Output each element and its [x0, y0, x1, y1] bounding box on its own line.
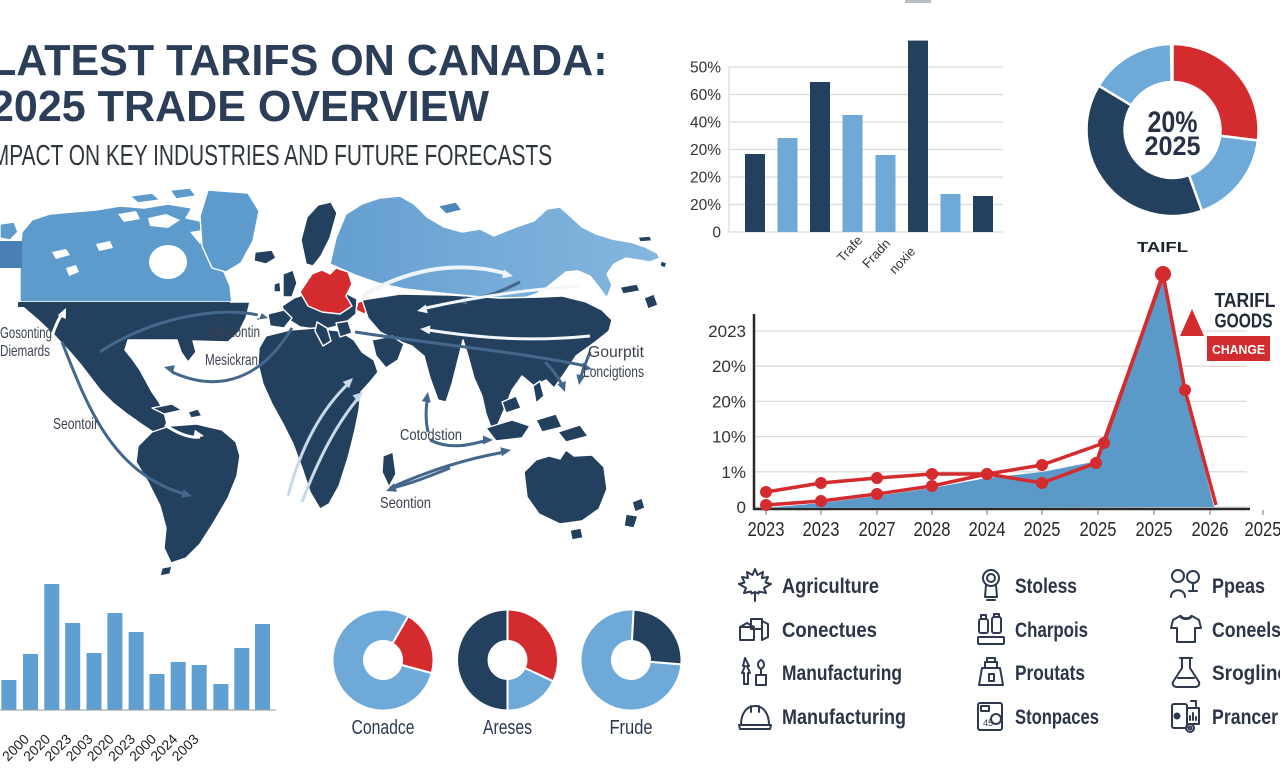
svg-text:40%: 40% [690, 115, 721, 132]
svg-text:Stoless: Stoless [1015, 575, 1077, 598]
svg-text:Proutats: Proutats [1015, 662, 1085, 685]
svg-text:20%: 20% [712, 392, 746, 411]
svg-text:Srogline: Srogline [1212, 662, 1280, 685]
svg-text:Diemards: Diemards [0, 343, 50, 360]
svg-text:20%: 20% [690, 197, 721, 214]
svg-text:CHANGE: CHANGE [1212, 343, 1265, 357]
svg-text:Cotodstion: Cotodstion [400, 427, 462, 444]
svg-text:Conadce: Conadce [352, 717, 415, 739]
svg-text:0: 0 [737, 498, 746, 517]
svg-text:TARIFL: TARIFL [1215, 290, 1276, 312]
svg-text:45: 45 [983, 718, 993, 728]
svg-text:GOODS: GOODS [1215, 311, 1273, 333]
svg-text:Stonpaces: Stonpaces [1015, 706, 1099, 729]
svg-text:Prancer: Prancer [1212, 706, 1278, 729]
svg-text:Frude: Frude [610, 717, 653, 739]
svg-text:2025: 2025 [1245, 519, 1280, 541]
svg-text:2028: 2028 [914, 519, 951, 541]
svg-text:20%: 20% [690, 142, 721, 159]
svg-text:60%: 60% [690, 87, 721, 104]
svg-text:Loncigtions: Loncigtions [583, 364, 644, 381]
svg-text:20%: 20% [690, 170, 721, 187]
svg-text:2023: 2023 [708, 322, 746, 341]
svg-text:Agriculture: Agriculture [782, 575, 879, 598]
svg-text:Coneels: Coneels [1212, 619, 1280, 642]
svg-text:Seontion: Seontion [380, 495, 431, 512]
svg-text:noxie: noxie [886, 244, 918, 277]
svg-text:TAIFL: TAIFL [1137, 239, 1188, 256]
svg-text:Manufacturing: Manufacturing [782, 662, 902, 685]
svg-text:2025: 2025 [1136, 519, 1173, 541]
svg-text:2024: 2024 [969, 519, 1006, 541]
svg-text:Charpois: Charpois [1015, 619, 1088, 642]
svg-text:Manufacturing: Manufacturing [782, 706, 906, 729]
svg-text:2027: 2027 [859, 519, 896, 541]
svg-text:20%: 20% [1148, 106, 1198, 139]
svg-text:Gosonting: Gosonting [0, 325, 52, 342]
svg-text:10%: 10% [712, 428, 746, 447]
svg-text:Gourptit: Gourptit [588, 344, 645, 361]
svg-text:2023: 2023 [803, 519, 840, 541]
svg-text:1%: 1% [721, 463, 746, 482]
svg-text:Conectues: Conectues [782, 619, 877, 642]
svg-text:Seontoir: Seontoir [53, 416, 99, 433]
svg-text:2025: 2025 [1145, 131, 1201, 161]
svg-text:0: 0 [712, 225, 721, 242]
svg-text:Areses: Areses [483, 717, 532, 739]
svg-text:2025: 2025 [1024, 519, 1061, 541]
svg-text:2023: 2023 [748, 519, 785, 541]
svg-text:2026: 2026 [1192, 519, 1229, 541]
svg-text:2025: 2025 [1080, 519, 1117, 541]
svg-text:50%: 50% [690, 60, 721, 77]
svg-text:20%: 20% [712, 357, 746, 376]
svg-text:Mesickran: Mesickran [205, 352, 258, 369]
svg-text:Ppeas: Ppeas [1212, 575, 1265, 598]
svg-text:Mactontin: Mactontin [209, 324, 260, 341]
